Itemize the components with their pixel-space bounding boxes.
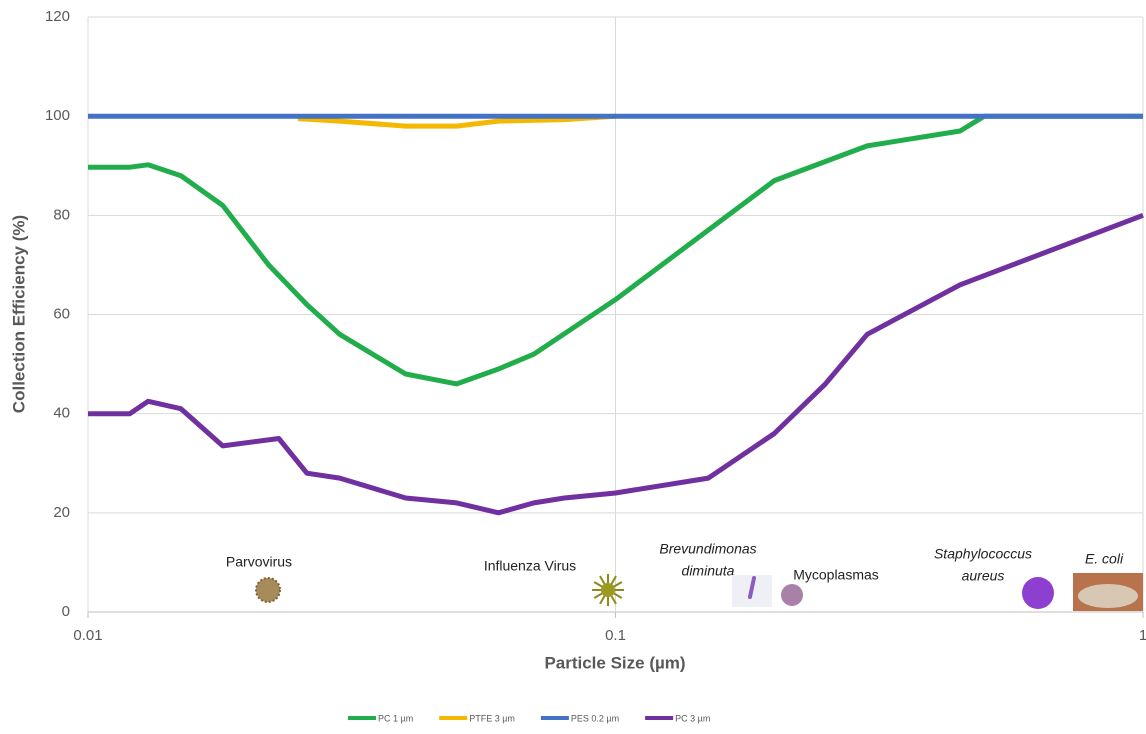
y-tick-label: 120 <box>45 8 70 25</box>
icon <box>256 578 280 602</box>
x-tick-label: 0.01 <box>73 627 102 644</box>
annotation: aureus <box>962 568 1005 584</box>
x-tick-label: 1 <box>1139 627 1146 644</box>
annotation: Mycoplasmas <box>793 567 879 583</box>
legend-label: PTFE 3 µm <box>469 713 515 723</box>
x-axis-title: Particle Size (µm) <box>544 653 685 672</box>
y-tick-label: 0 <box>62 603 70 620</box>
legend-label: PC 3 µm <box>675 713 710 723</box>
page: Particle Size (µm) Collection Efficiency… <box>0 0 1146 734</box>
icon <box>601 583 615 597</box>
legend: PC 1 µm PTFE 3 µm PES 0.2 µm PC 3 µm <box>348 713 710 723</box>
y-axis-title: Collection Efficiency (%) <box>9 215 28 413</box>
chart: Particle Size (µm) Collection Efficiency… <box>0 0 1146 734</box>
icon <box>1022 577 1054 609</box>
annotation: E. coli <box>1085 551 1124 567</box>
annotation: Influenza Virus <box>484 558 576 574</box>
icon <box>1078 584 1138 608</box>
annotation: Parvovirus <box>226 554 292 570</box>
legend-label: PC 1 µm <box>378 713 413 723</box>
annotation: Staphylococcus <box>934 546 1032 562</box>
y-tick-label: 80 <box>53 206 70 223</box>
icon <box>592 574 624 606</box>
y-tick-label: 20 <box>53 504 70 521</box>
x-tick-label: 0.1 <box>605 627 626 644</box>
annotation: diminuta <box>682 563 735 579</box>
annotation: Brevundimonas <box>659 541 756 557</box>
y-tick-label: 100 <box>45 107 70 124</box>
y-tick-label: 40 <box>53 405 70 422</box>
y-tick-label: 60 <box>53 305 70 322</box>
icon <box>781 584 803 606</box>
legend-label: PES 0.2 µm <box>571 713 619 723</box>
